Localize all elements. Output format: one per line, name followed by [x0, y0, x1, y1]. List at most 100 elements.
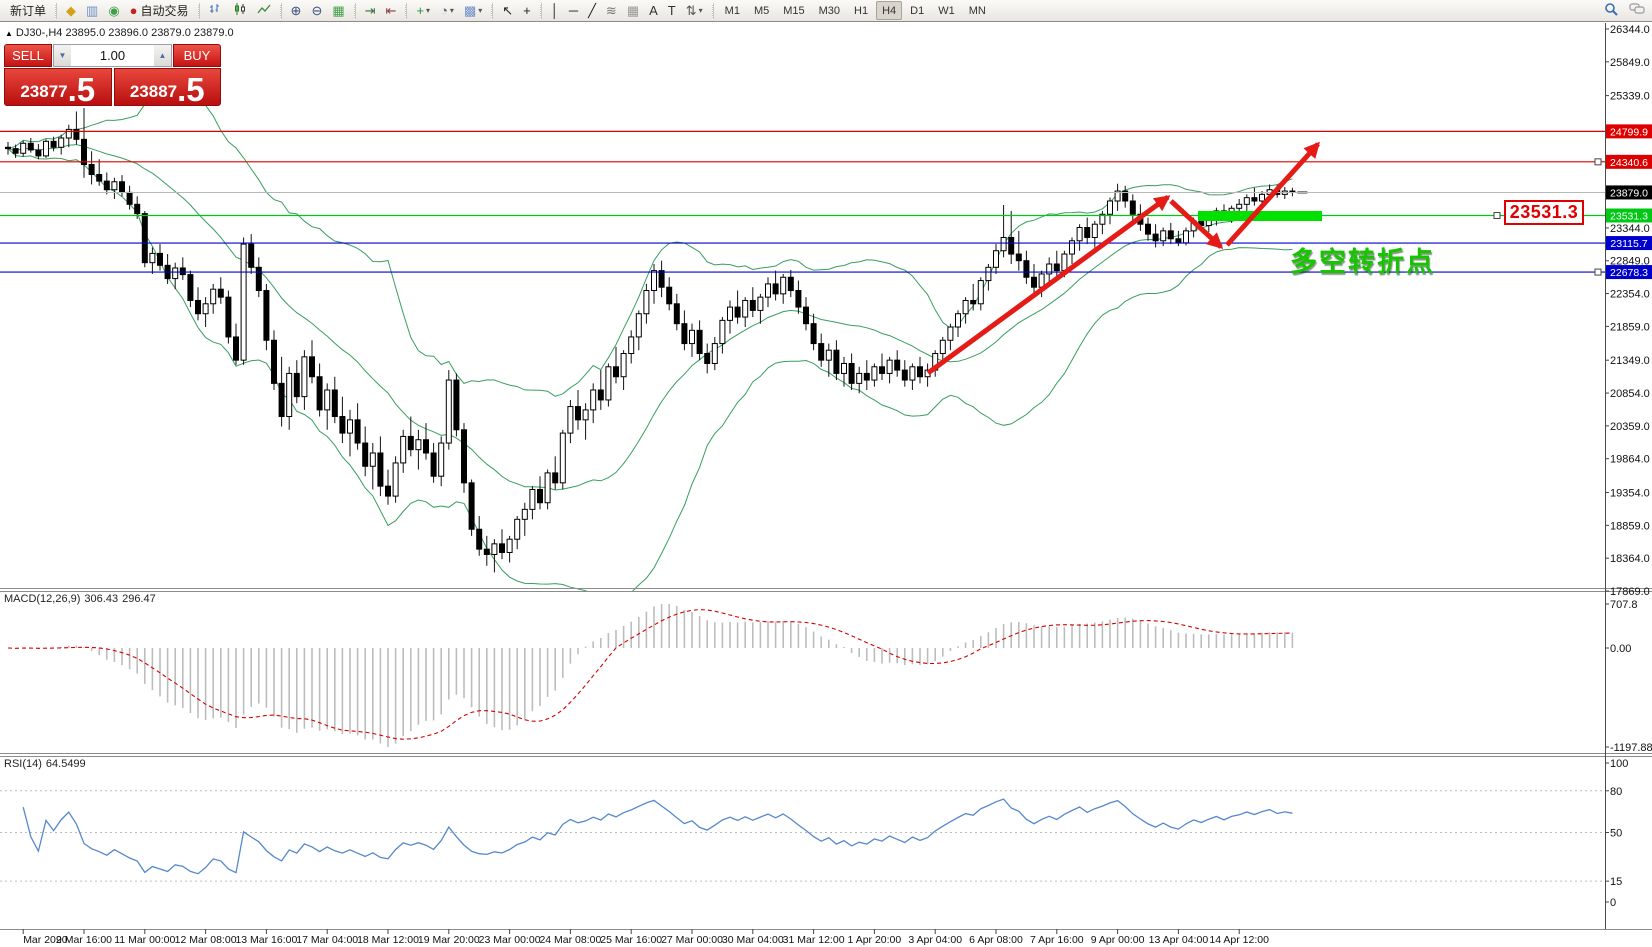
candlestick-chart-icon: [233, 2, 247, 19]
line-handle[interactable]: [1493, 212, 1501, 220]
toolbar-separator: [405, 2, 408, 19]
tile-windows-icon: ▦: [332, 3, 345, 18]
macd-pane[interactable]: [7, 604, 1294, 747]
bar-chart-icon[interactable]: [205, 1, 227, 20]
market-watch-icon[interactable]: ◆: [62, 1, 80, 20]
trend-arrow[interactable]: [1225, 141, 1321, 247]
indicators-add-icon: +: [416, 3, 425, 18]
trend-arrow[interactable]: [926, 194, 1171, 376]
price-chip: [1606, 154, 1652, 169]
rsi-pane[interactable]: [0, 790, 1605, 882]
highlight-band[interactable]: [1198, 211, 1322, 221]
svg-text:23531.3: 23531.3: [1610, 211, 1648, 223]
svg-text:24 Mar 08:00: 24 Mar 08:00: [539, 934, 601, 946]
volume-decrease-button[interactable]: ▼: [54, 45, 71, 66]
templates-icon: ▩: [463, 3, 477, 18]
timeframe-m5[interactable]: M5: [753, 4, 770, 17]
line-chart-icon[interactable]: [253, 1, 275, 20]
grid-tool-icon[interactable]: ▦: [623, 1, 643, 20]
periods-clock-icon[interactable]: ◔ ▾: [436, 1, 458, 20]
volume-value[interactable]: 1.00: [99, 48, 126, 63]
chart-shift-icon[interactable]: ⇤: [382, 1, 401, 20]
symbol-direction-icon: ▲: [5, 29, 13, 38]
new-order-button[interactable]: 新订单: [3, 1, 50, 20]
label-tool-icon[interactable]: T: [664, 1, 680, 20]
toolbar-separator: [353, 2, 356, 19]
search-icon[interactable]: [1600, 1, 1623, 20]
price-axis[interactable]: 26344.0 25849.0 25339.0 23344.0 22849.0 22354…: [1605, 24, 1652, 909]
fibonacci-icon[interactable]: ≋: [602, 1, 621, 20]
svg-text:20359.0: 20359.0: [1610, 421, 1650, 433]
svg-text:17869.0: 17869.0: [1610, 586, 1650, 598]
svg-text:25 Mar 16:00: 25 Mar 16:00: [600, 934, 662, 946]
svg-text:707.8: 707.8: [1610, 599, 1638, 611]
symbol-ohlc-text: DJ30-,H4 23895.0 23896.0 23879.0 23879.0: [15, 27, 234, 39]
sell-price-main: 23877: [20, 82, 68, 101]
timeframe-h1[interactable]: H1: [854, 4, 869, 17]
svg-text:0: 0: [1610, 897, 1616, 909]
volume-increase-button[interactable]: ▲: [154, 45, 171, 66]
zoom-in-icon[interactable]: ⊕: [287, 1, 306, 20]
cursor-icon[interactable]: ↖: [498, 1, 517, 20]
templates-icon[interactable]: ▩ ▾: [460, 1, 486, 20]
horizontal-line-icon[interactable]: ─: [565, 1, 582, 20]
sell-price[interactable]: 23877.5: [4, 68, 112, 106]
price-chip: [1606, 185, 1652, 200]
buy-button[interactable]: BUY: [173, 44, 221, 67]
crosshair-icon[interactable]: +: [519, 1, 535, 20]
buy-price[interactable]: 23887.5: [113, 68, 221, 106]
text-tool-icon[interactable]: A: [645, 1, 662, 20]
timeframe-m15[interactable]: M15: [783, 4, 805, 17]
trend-arrow[interactable]: [1169, 199, 1224, 250]
line-handle[interactable]: [1594, 158, 1602, 166]
indicators-add-icon[interactable]: + ▾: [412, 1, 434, 20]
svg-text:9 Mar 16:00: 9 Mar 16:00: [56, 934, 112, 946]
price-chip: [1606, 236, 1652, 251]
sell-button[interactable]: SELL: [4, 44, 52, 67]
timeframe-d1[interactable]: D1: [910, 4, 925, 17]
svg-text:22849.0: 22849.0: [1610, 256, 1650, 268]
svg-text:23115.7: 23115.7: [1610, 238, 1647, 250]
timeframe-w1[interactable]: W1: [938, 4, 955, 17]
shapes-icon[interactable]: ⇅ ▾: [682, 1, 707, 20]
rsi-value: 64.5499: [45, 758, 86, 770]
chat-icon[interactable]: [1625, 1, 1649, 20]
line-handle[interactable]: [1594, 268, 1602, 276]
pane-borders: [0, 23, 1652, 930]
scroll-to-end-icon[interactable]: ⇥: [361, 1, 380, 20]
toolbar-separator: [279, 2, 282, 19]
svg-text:19864.0: 19864.0: [1610, 454, 1650, 466]
trendline-icon[interactable]: ╱: [584, 1, 600, 20]
autotrading-button[interactable]: ● 自动交易: [126, 1, 193, 20]
svg-text:6 Apr 08:00: 6 Apr 08:00: [969, 934, 1023, 946]
candlestick-chart-icon[interactable]: [229, 1, 251, 20]
timeframe-h4[interactable]: H4: [876, 1, 903, 20]
svg-text:18364.0: 18364.0: [1610, 553, 1650, 565]
main-price-pane[interactable]: [5, 92, 1308, 600]
zoom-out-icon[interactable]: ⊖: [307, 1, 326, 20]
svg-text:18859.0: 18859.0: [1610, 520, 1650, 532]
svg-text:24340.6: 24340.6: [1610, 157, 1648, 169]
timeframe-m30[interactable]: M30: [818, 4, 841, 17]
chevron-down-icon: ▾: [426, 6, 431, 15]
navigator-icon[interactable]: ◉: [104, 1, 123, 20]
price-chip: [1606, 208, 1652, 223]
svg-text:18 Mar 12:00: 18 Mar 12:00: [357, 934, 419, 946]
svg-text:21859.0: 21859.0: [1610, 321, 1650, 333]
search-icon: [1604, 2, 1619, 20]
timeframe-mn[interactable]: MN: [968, 4, 986, 17]
data-window-icon: ▥: [86, 3, 99, 18]
svg-text:19 Mar 20:00: 19 Mar 20:00: [418, 934, 480, 946]
toolbar-separator: [55, 2, 58, 19]
price-chip: [1606, 265, 1652, 280]
bollinger-band-line: [7, 92, 1293, 397]
vertical-line-icon[interactable]: │: [547, 1, 563, 20]
tile-windows-icon[interactable]: ▦: [328, 1, 348, 20]
data-window-icon[interactable]: ▥: [82, 1, 102, 20]
timeframe-m1[interactable]: M1: [724, 4, 740, 17]
buy-price-main: 23887: [129, 82, 178, 101]
macd-indicator-label: MACD(12,26,9) 306.43 296.47: [4, 593, 160, 605]
